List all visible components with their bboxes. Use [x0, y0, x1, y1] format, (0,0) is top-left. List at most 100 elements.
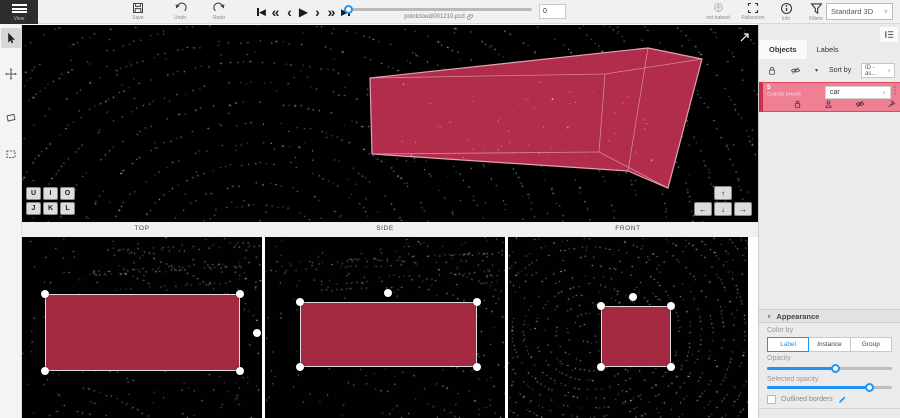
rotation-key-hints: U I O J K L [26, 187, 75, 215]
fast-forward-button[interactable]: » [327, 4, 336, 20]
resize-handle-nw[interactable] [296, 298, 304, 306]
current-filename: pointcloud/001210.pcd [404, 13, 465, 20]
object-class-dropdown[interactable]: car ∨ [825, 86, 891, 99]
tool-rail [0, 24, 22, 418]
cuboid-icon [6, 113, 16, 122]
side-view-panel[interactable] [265, 237, 505, 418]
key-l[interactable]: L [60, 202, 75, 215]
resize-handle-sw[interactable] [296, 363, 304, 371]
color-by-group-button[interactable]: Group [849, 337, 892, 352]
step-back-button[interactable]: ‹ [287, 4, 292, 20]
key-j[interactable]: J [26, 202, 41, 215]
arrow-left-key[interactable]: ← [694, 202, 712, 216]
appearance-section-header[interactable]: ∨ Appearance [759, 309, 900, 323]
attachment-icon[interactable] [466, 13, 474, 20]
selected-opacity-slider-handle[interactable] [865, 383, 874, 392]
tab-labels[interactable]: Labels [816, 45, 839, 54]
resize-handle-ne[interactable] [667, 302, 675, 310]
eye-off-icon [790, 67, 801, 74]
color-by-label-button[interactable]: Label [767, 337, 810, 352]
move-tool-button[interactable] [1, 64, 21, 84]
hide-all-button[interactable] [790, 65, 801, 76]
skip-to-start-button[interactable]: ◀ [257, 6, 266, 17]
arrow-up-key[interactable]: ↑ [714, 186, 732, 200]
resize-handle-sw[interactable] [597, 363, 605, 371]
rotation-handle[interactable] [384, 289, 392, 297]
timeline-handle[interactable] [344, 4, 353, 14]
bbox-front[interactable] [601, 306, 671, 367]
resize-handle-se[interactable] [236, 367, 244, 375]
panel-layout-button[interactable] [880, 27, 898, 42]
opacity-slider-handle[interactable] [831, 364, 841, 373]
sort-order-dropdown[interactable]: ID - as... ∨ [861, 63, 895, 78]
rotation-handle[interactable] [253, 329, 261, 337]
filters-button[interactable]: Filters [800, 2, 832, 22]
cuboid-annotation[interactable] [22, 25, 758, 222]
selected-opacity-slider[interactable] [767, 383, 892, 392]
resize-handle-nw[interactable] [41, 290, 49, 298]
resize-handle-se[interactable] [473, 363, 481, 371]
key-i[interactable]: I [43, 187, 58, 200]
info-button[interactable]: Info [770, 2, 802, 22]
object-row-selected[interactable]: 5 CUBOID SHAPE car ∨ ⋮ [759, 82, 900, 112]
rotation-handle[interactable] [629, 293, 637, 301]
resize-handle-ne[interactable] [236, 290, 244, 298]
pencil-icon[interactable] [838, 395, 847, 404]
panel-tabs: Objects Labels [759, 40, 849, 59]
redo-button[interactable]: Redo [203, 2, 235, 21]
caret-down-icon[interactable]: ▾ [815, 68, 819, 74]
object-lock-button[interactable] [793, 99, 802, 109]
resize-handle-ne[interactable] [473, 298, 481, 306]
tab-objects[interactable]: Objects [759, 40, 807, 59]
frame-timeline-slider[interactable] [344, 4, 532, 14]
object-class-value: car [830, 89, 840, 96]
key-k[interactable]: K [43, 202, 58, 215]
fullscreen-button[interactable]: Fullscreen [737, 2, 769, 21]
select-tool-button[interactable] [1, 28, 21, 48]
outlined-borders-checkbox[interactable] [767, 395, 776, 404]
main-menu-button[interactable]: View [0, 0, 38, 24]
view-mode-dropdown[interactable]: Standard 3D ∨ [826, 3, 893, 20]
arrow-right-key[interactable]: → [734, 202, 752, 216]
chevron-down-icon: ∨ [887, 67, 891, 74]
top-view-panel[interactable] [22, 237, 262, 418]
undo-button[interactable]: Undo [164, 2, 196, 21]
resize-handle-nw[interactable] [597, 302, 605, 310]
marquee-tool-button[interactable] [1, 144, 21, 164]
main-3d-view[interactable]: U I O J K L ↑ ← ↓ → [22, 25, 758, 222]
arrow-down-key[interactable]: ↓ [714, 202, 732, 216]
object-actions [793, 99, 896, 109]
cursor-icon [8, 32, 15, 44]
resize-handle-sw[interactable] [41, 367, 49, 375]
object-type: CUBOID SHAPE [767, 92, 802, 98]
front-view-panel[interactable] [508, 237, 748, 418]
chevron-down-icon: ∨ [767, 313, 772, 320]
object-pin-button[interactable] [887, 99, 896, 109]
save-button[interactable]: Save [122, 2, 154, 21]
object-visibility-button[interactable] [855, 99, 865, 109]
resize-handle-se[interactable] [667, 363, 675, 371]
bbox-top[interactable] [45, 294, 240, 371]
cuboid-tool-button[interactable] [1, 108, 21, 128]
expand-view-button[interactable] [739, 30, 751, 42]
chevron-down-icon: ∨ [882, 89, 886, 96]
step-forward-button[interactable]: › [315, 4, 320, 20]
opacity-slider[interactable] [767, 364, 892, 373]
not-trained-indicator: not trained [702, 2, 734, 21]
object-assignee-button[interactable] [824, 99, 833, 109]
bbox-side[interactable] [300, 302, 477, 367]
expand-icon [740, 33, 749, 42]
lock-all-button[interactable] [767, 65, 777, 76]
key-u[interactable]: U [26, 187, 41, 200]
fast-rewind-button[interactable]: « [271, 4, 280, 20]
chevron-down-icon: ∨ [883, 9, 888, 15]
object-menu-button[interactable]: ⋮ [890, 85, 900, 95]
lock-icon [794, 100, 801, 108]
marquee-icon [6, 150, 16, 158]
color-by-instance-button[interactable]: Instance [808, 337, 851, 352]
key-o[interactable]: O [60, 187, 75, 200]
play-button[interactable]: ▶ [298, 5, 309, 19]
frame-number-input[interactable] [539, 4, 566, 19]
opacity-label: Opacity [767, 355, 791, 362]
hamburger-icon [11, 2, 27, 14]
